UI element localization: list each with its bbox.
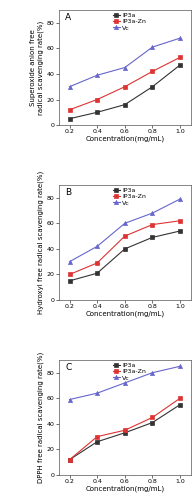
Y-axis label: Superoxide anion free
radical scavenging rate(%): Superoxide anion free radical scavenging…: [30, 20, 44, 114]
Line: IP3a: IP3a: [67, 63, 182, 121]
Vc: [68, 84, 71, 89]
Line: IP3a-Zn: IP3a-Zn: [67, 396, 182, 462]
Legend: IP3a, IP3a-Zn, Vc: IP3a, IP3a-Zn, Vc: [112, 12, 146, 31]
IP3a-Zn: [179, 54, 181, 60]
IP3a: [68, 278, 71, 284]
IP3a-Zn: [68, 272, 71, 278]
IP3a-Zn: [68, 456, 71, 462]
IP3a: [151, 84, 154, 89]
Legend: IP3a, IP3a-Zn, Vc: IP3a, IP3a-Zn, Vc: [112, 362, 146, 381]
IP3a: [124, 430, 126, 436]
IP3a-Zn: [179, 396, 181, 402]
Line: IP3a: IP3a: [67, 229, 182, 283]
Vc: [68, 258, 71, 264]
Vc: [179, 196, 181, 202]
IP3a-Zn: [124, 84, 126, 89]
Vc: [179, 35, 181, 41]
Vc: [124, 220, 126, 226]
Line: Vc: Vc: [67, 36, 182, 89]
Line: IP3a-Zn: IP3a-Zn: [67, 218, 182, 276]
IP3a-Zn: [96, 96, 98, 102]
IP3a: [68, 456, 71, 462]
Text: A: A: [65, 14, 71, 22]
Vc: [96, 72, 98, 78]
IP3a-Zn: [96, 434, 98, 440]
Line: Vc: Vc: [67, 364, 182, 402]
Vc: [68, 396, 71, 402]
Vc: [96, 244, 98, 250]
IP3a: [179, 62, 181, 68]
IP3a: [96, 270, 98, 276]
Vc: [151, 44, 154, 50]
IP3a: [179, 228, 181, 234]
Text: C: C: [65, 364, 71, 372]
IP3a-Zn: [151, 68, 154, 74]
IP3a-Zn: [124, 427, 126, 433]
Legend: IP3a, IP3a-Zn, Vc: IP3a, IP3a-Zn, Vc: [112, 187, 146, 206]
IP3a: [151, 420, 154, 426]
Line: IP3a: IP3a: [67, 402, 182, 462]
Y-axis label: Hydroxyl free radical scavenging rate(%): Hydroxyl free radical scavenging rate(%): [37, 171, 44, 314]
IP3a: [96, 110, 98, 116]
X-axis label: Concentration(mg/mL): Concentration(mg/mL): [85, 310, 164, 317]
Vc: [96, 390, 98, 396]
IP3a: [96, 438, 98, 444]
X-axis label: Concentration(mg/mL): Concentration(mg/mL): [85, 486, 164, 492]
IP3a: [68, 116, 71, 121]
IP3a-Zn: [179, 218, 181, 224]
Vc: [151, 370, 154, 376]
Vc: [179, 364, 181, 370]
IP3a: [179, 402, 181, 407]
Text: B: B: [65, 188, 71, 198]
Line: Vc: Vc: [67, 197, 182, 264]
Y-axis label: DPPH free radical scavenging rate(%): DPPH free radical scavenging rate(%): [37, 352, 44, 483]
IP3a: [124, 246, 126, 252]
Vc: [151, 210, 154, 216]
IP3a-Zn: [124, 233, 126, 239]
X-axis label: Concentration(mg/mL): Concentration(mg/mL): [85, 136, 164, 142]
Vc: [124, 64, 126, 70]
IP3a-Zn: [151, 414, 154, 420]
IP3a-Zn: [68, 107, 71, 113]
IP3a-Zn: [96, 260, 98, 266]
Line: IP3a-Zn: IP3a-Zn: [67, 55, 182, 112]
IP3a: [124, 102, 126, 107]
Vc: [124, 380, 126, 386]
IP3a: [151, 234, 154, 240]
IP3a-Zn: [151, 222, 154, 228]
